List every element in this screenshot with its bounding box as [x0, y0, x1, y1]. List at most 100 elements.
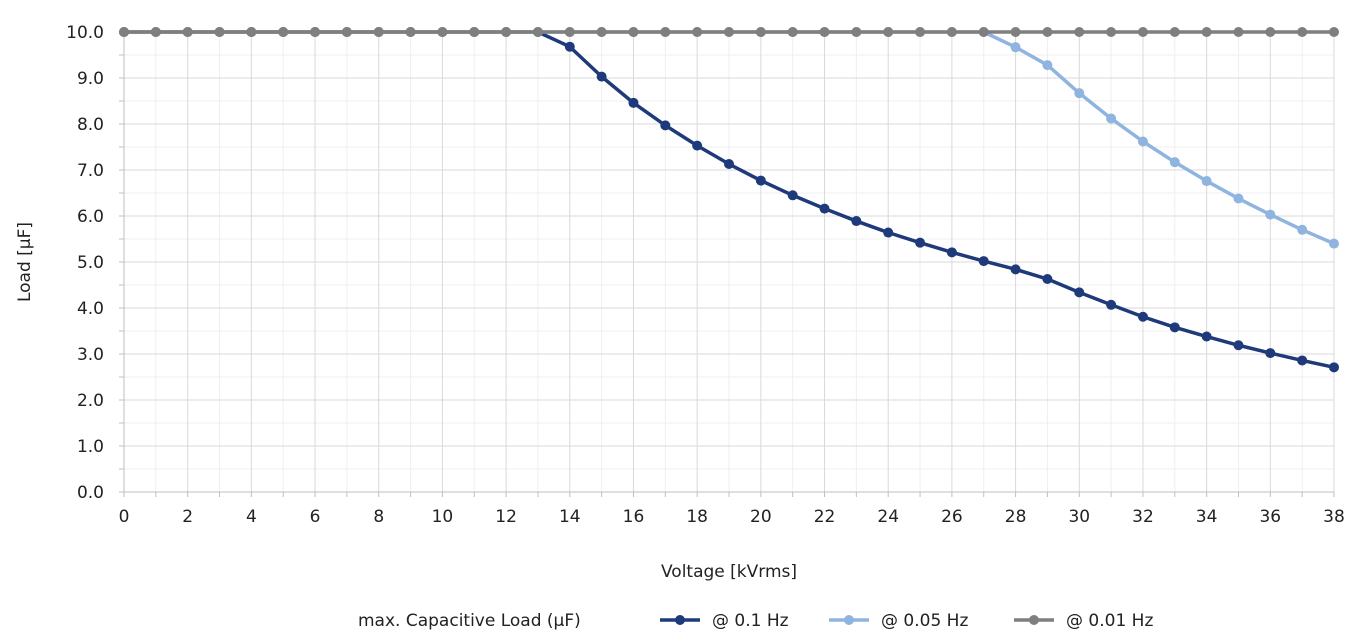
data-point [819, 27, 830, 37]
legend-swatch-marker [1029, 615, 1039, 625]
data-point [883, 27, 894, 37]
data-point [946, 247, 957, 258]
data-point [1074, 27, 1085, 37]
data-point [755, 27, 766, 37]
data-point [1074, 88, 1085, 99]
y-tick-label: 4.0 [77, 299, 104, 319]
data-point [596, 71, 607, 82]
y-axis-tick-labels: 0.0 1.0 2.0 3.0 4.0 5.0 6.0 7.0 8.0 9.0 10.0 [66, 23, 104, 503]
major-gridlines [123, 31, 1335, 493]
data-point [1137, 136, 1148, 147]
data-point [373, 27, 384, 37]
data-point [915, 27, 926, 37]
data-point [1106, 113, 1117, 124]
data-point [341, 27, 352, 37]
x-tick-label: 28 [1005, 507, 1027, 527]
data-point [692, 27, 703, 37]
data-point [692, 140, 703, 151]
data-point [1265, 209, 1276, 220]
data-point [246, 27, 257, 37]
data-point [182, 27, 193, 37]
data-point [1010, 27, 1021, 37]
data-point [1169, 27, 1180, 37]
data-point [1201, 331, 1212, 342]
data-point [724, 27, 734, 37]
x-tick-label: 22 [814, 507, 836, 527]
data-point [437, 27, 448, 37]
data-point [978, 256, 989, 267]
data-point [214, 27, 225, 37]
x-tick-label: 24 [877, 507, 899, 527]
data-point [405, 27, 416, 37]
x-tick-label: 14 [559, 507, 581, 527]
data-point [946, 27, 957, 37]
data-point [1042, 60, 1053, 71]
data-point [1329, 238, 1339, 249]
x-tick-label: 32 [1132, 507, 1154, 527]
x-tick-label: 20 [750, 507, 772, 527]
y-tick-label: 1.0 [77, 437, 104, 457]
data-point [596, 27, 607, 37]
x-tick-label: 10 [432, 507, 454, 527]
x-tick-label: 0 [119, 507, 130, 527]
data-point [119, 27, 129, 37]
y-tick-label: 0.0 [77, 483, 104, 503]
x-tick-label: 38 [1323, 507, 1345, 527]
data-point [1201, 176, 1212, 187]
data-point [1201, 27, 1212, 37]
y-tick-label: 5.0 [77, 253, 104, 273]
legend-label: @ 0.1 Hz [712, 611, 789, 631]
data-point [1010, 264, 1021, 275]
data-point [150, 27, 161, 37]
data-point [1010, 42, 1021, 53]
y-tick-label: 2.0 [77, 391, 104, 411]
data-point [278, 27, 289, 37]
data-point [1106, 299, 1117, 310]
x-tick-label: 34 [1196, 507, 1218, 527]
data-point [787, 27, 798, 37]
legend-swatch-marker [675, 615, 685, 625]
data-point [1106, 27, 1117, 37]
data-point [469, 27, 480, 37]
data-point [915, 237, 926, 248]
x-tick-label: 12 [495, 507, 517, 527]
data-point [851, 216, 862, 227]
data-point [501, 27, 512, 37]
data-point [724, 159, 734, 170]
data-point [1265, 348, 1276, 359]
x-tick-label: 26 [941, 507, 963, 527]
data-point [883, 227, 894, 238]
data-point [1329, 362, 1339, 373]
data-point [532, 27, 543, 37]
data-point [1042, 27, 1053, 37]
data-point [660, 27, 671, 37]
legend-title: max. Capacitive Load (µF) [358, 611, 581, 631]
data-point [1297, 355, 1308, 366]
data-point [1233, 340, 1244, 351]
x-axis-title: Voltage [kVrms] [661, 562, 797, 582]
legend: max. Capacitive Load (µF) @ 0.1 Hz @ 0.05… [358, 611, 1153, 631]
data-point [787, 190, 798, 201]
legend-label: @ 0.05 Hz [881, 611, 968, 631]
data-point [564, 27, 575, 37]
x-tick-label: 18 [686, 507, 708, 527]
data-point [851, 27, 862, 37]
data-point [1233, 193, 1244, 204]
data-point [1074, 287, 1085, 298]
x-tick-label: 30 [1068, 507, 1090, 527]
data-point [564, 41, 575, 52]
y-tick-label: 9.0 [77, 69, 104, 89]
data-point [819, 203, 830, 214]
x-tick-label: 8 [373, 507, 384, 527]
x-axis-tick-labels: 0 2 4 6 8 10 12 14 16 18 20 22 24 26 28 30 32 34 36 38 [119, 507, 1345, 527]
x-tick-label: 36 [1259, 507, 1281, 527]
axis-ticks [119, 31, 1335, 497]
legend-label: @ 0.01 Hz [1066, 611, 1153, 631]
data-point [660, 120, 671, 131]
x-tick-label: 4 [246, 507, 257, 527]
legend-swatch-marker [844, 615, 854, 625]
data-point [310, 27, 321, 37]
y-axis-title: Load [µF] [15, 222, 35, 302]
y-tick-label: 3.0 [77, 345, 104, 365]
